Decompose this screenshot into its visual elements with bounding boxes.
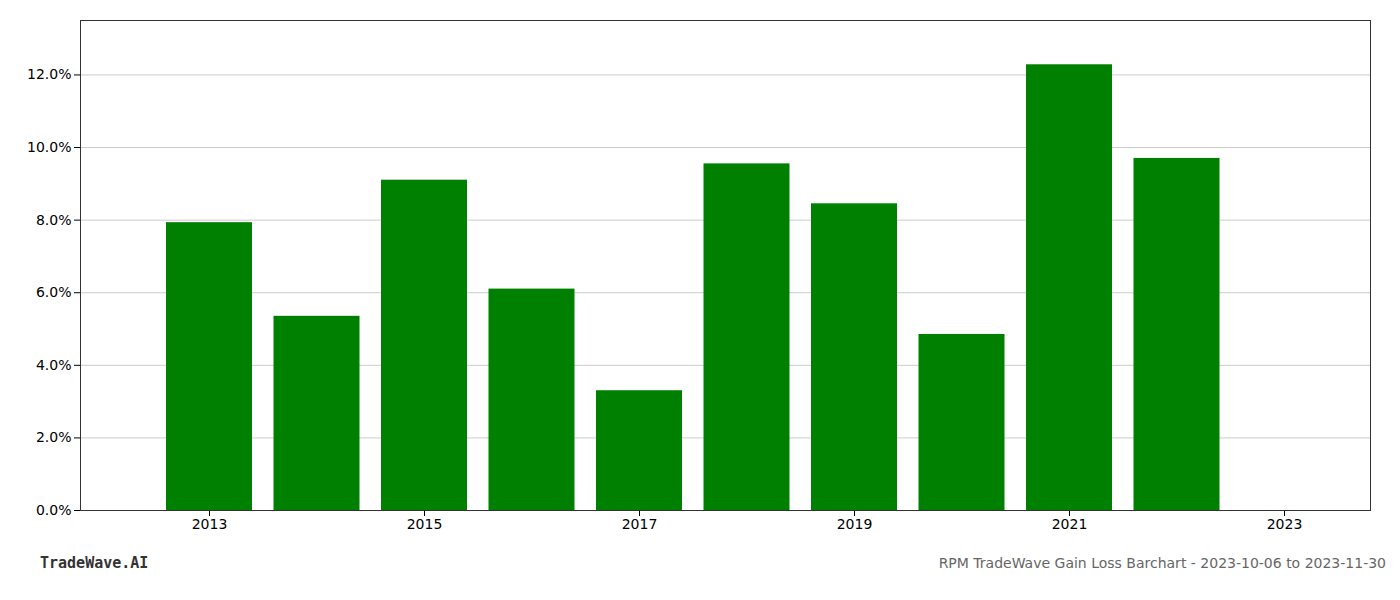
- svg-text:2019: 2019: [837, 516, 873, 532]
- svg-text:12.0%: 12.0%: [27, 66, 71, 82]
- svg-text:0.0%: 0.0%: [36, 502, 72, 518]
- html-text:TradeWave.AI: TradeWave.AI: [40, 554, 149, 572]
- svg-text:6.0%: 6.0%: [36, 284, 72, 300]
- svg-text:2023: 2023: [1267, 516, 1303, 532]
- svg-text:2017: 2017: [622, 516, 658, 532]
- svg-text:8.0%: 8.0%: [36, 212, 72, 228]
- svg-text:2013: 2013: [192, 516, 228, 532]
- svg-text:2.0%: 2.0%: [36, 429, 72, 445]
- svg-text:2015: 2015: [407, 516, 443, 532]
- svg-text:10.0%: 10.0%: [27, 139, 71, 155]
- html-text:RPM TradeWave Gain Loss Barcha: RPM TradeWave Gain Loss Barchart - 2023-…: [938, 555, 1386, 571]
- svg-text:2021: 2021: [1052, 516, 1088, 532]
- svg-text:4.0%: 4.0%: [36, 357, 72, 373]
